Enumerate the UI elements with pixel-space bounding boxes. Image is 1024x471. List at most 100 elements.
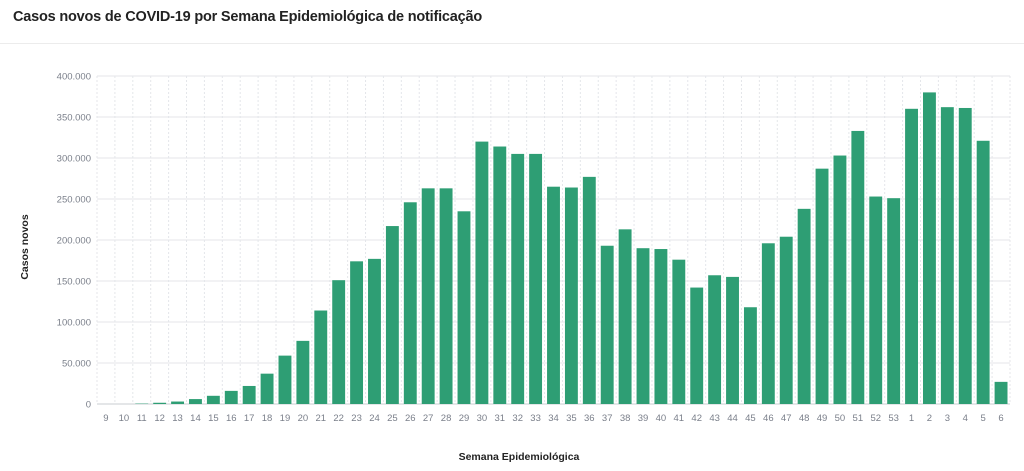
- bar-week-28[interactable]: [439, 188, 453, 404]
- x-tick-label: 15: [208, 413, 219, 424]
- x-axis-ticks: 9 10 11 12 13 14 15 16 17 18 19 20 21 22 23 24 25 26 27 28 2…: [103, 413, 1003, 424]
- x-tick-label: 31: [495, 413, 506, 424]
- bar-week-23[interactable]: [350, 261, 364, 404]
- bar-week-16[interactable]: [224, 390, 238, 404]
- x-tick-label: 33: [530, 413, 541, 424]
- bar-week-22[interactable]: [332, 280, 346, 404]
- x-tick-label: 37: [602, 413, 613, 424]
- x-axis-label: Semana Epidemiológica: [459, 451, 580, 463]
- x-tick-label: 11: [137, 413, 147, 424]
- bar-week-38[interactable]: [618, 229, 632, 404]
- y-tick-label: 200.000: [57, 236, 91, 247]
- bar-week-12[interactable]: [153, 402, 167, 404]
- x-tick-label: 24: [369, 413, 380, 424]
- bar-week-52[interactable]: [869, 196, 883, 404]
- x-tick-label: 6: [998, 413, 1003, 424]
- bar-week-17[interactable]: [242, 385, 256, 404]
- x-tick-label: 22: [333, 413, 344, 424]
- bar-week-5[interactable]: [976, 140, 990, 404]
- bar-week-50[interactable]: [833, 155, 847, 404]
- x-tick-label: 1: [909, 413, 914, 424]
- y-axis-label: Casos novos: [19, 214, 31, 280]
- x-tick-label: 27: [423, 413, 434, 424]
- y-tick-label: 0: [86, 400, 91, 411]
- y-tick-label: 300.000: [57, 154, 91, 165]
- bar-week-44[interactable]: [726, 276, 739, 404]
- x-tick-label: 43: [709, 413, 720, 424]
- x-tick-label: 10: [119, 413, 130, 424]
- x-tick-label: 25: [387, 413, 398, 424]
- bar-week-40[interactable]: [654, 249, 668, 404]
- y-tick-label: 150.000: [57, 277, 91, 288]
- x-tick-label: 49: [817, 413, 828, 424]
- bar-week-25[interactable]: [385, 226, 399, 404]
- bar-week-14[interactable]: [189, 399, 202, 404]
- x-tick-label: 16: [226, 413, 237, 424]
- bar-week-46[interactable]: [761, 243, 775, 404]
- bar-week-18[interactable]: [260, 373, 274, 404]
- x-tick-label: 28: [441, 413, 452, 424]
- header-divider: [0, 43, 1024, 44]
- x-tick-label: 29: [459, 413, 470, 424]
- x-tick-label: 48: [799, 413, 810, 424]
- bar-week-45[interactable]: [743, 307, 757, 404]
- bar-week-37[interactable]: [600, 245, 614, 404]
- x-tick-label: 18: [262, 413, 273, 424]
- x-tick-label: 30: [477, 413, 488, 424]
- bar-week-39[interactable]: [636, 248, 650, 404]
- bar-week-3[interactable]: [940, 107, 954, 404]
- bar-week-27[interactable]: [421, 188, 435, 404]
- x-tick-label: 35: [566, 413, 577, 424]
- bar-week-24[interactable]: [368, 258, 381, 404]
- bar-week-26[interactable]: [403, 202, 417, 404]
- y-axis-ticks: 0 50.000 100.000 150.000 200.000 250.000 300.0…: [57, 72, 91, 411]
- bar-week-21[interactable]: [314, 310, 328, 404]
- bar-week-49[interactable]: [815, 168, 829, 404]
- x-tick-label: 21: [315, 413, 326, 424]
- x-tick-label: 20: [298, 413, 309, 424]
- bar-week-43[interactable]: [708, 275, 722, 404]
- x-tick-label: 23: [351, 413, 362, 424]
- x-tick-label: 40: [656, 413, 667, 424]
- bar-week-41[interactable]: [672, 259, 686, 404]
- x-tick-label: 13: [172, 413, 183, 424]
- x-tick-label: 5: [980, 413, 985, 424]
- bar-week-4[interactable]: [958, 107, 972, 404]
- bar-week-13[interactable]: [171, 401, 185, 404]
- bar-week-19[interactable]: [278, 355, 292, 404]
- bar-week-2[interactable]: [922, 92, 936, 405]
- y-tick-label: 50.000: [62, 359, 91, 370]
- x-tick-label: 41: [674, 413, 685, 424]
- x-tick-label: 36: [584, 413, 595, 424]
- bar-week-51[interactable]: [851, 130, 865, 404]
- x-tick-label: 47: [781, 413, 792, 424]
- bar-week-29[interactable]: [457, 211, 471, 404]
- bar-week-31[interactable]: [493, 146, 507, 404]
- bar-week-32[interactable]: [511, 153, 525, 404]
- x-tick-label: 4: [963, 413, 968, 424]
- x-tick-label: 34: [548, 413, 559, 424]
- bar-week-35[interactable]: [564, 187, 578, 404]
- y-tick-label: 250.000: [57, 195, 91, 206]
- bar-week-33[interactable]: [529, 153, 543, 404]
- bar-week-36[interactable]: [582, 176, 596, 404]
- bar-week-20[interactable]: [296, 340, 310, 404]
- x-tick-label: 51: [853, 413, 864, 424]
- bar-week-30[interactable]: [475, 141, 489, 404]
- bar-week-1[interactable]: [905, 108, 918, 405]
- x-tick-label: 45: [745, 413, 756, 424]
- bar-week-48[interactable]: [797, 208, 811, 404]
- bar-week-34[interactable]: [547, 186, 560, 404]
- y-tick-label: 400.000: [57, 72, 91, 83]
- grid-lines: [96, 75, 1011, 405]
- x-tick-label: 19: [280, 413, 291, 424]
- x-tick-label: 32: [512, 413, 523, 424]
- bar-week-47[interactable]: [779, 236, 793, 404]
- bar-week-6[interactable]: [994, 381, 1008, 404]
- y-tick-label: 350.000: [57, 113, 91, 124]
- bar-week-15[interactable]: [206, 395, 220, 404]
- x-tick-label: 2: [927, 413, 932, 424]
- bar-week-42[interactable]: [690, 287, 704, 404]
- bar-week-53[interactable]: [887, 198, 901, 404]
